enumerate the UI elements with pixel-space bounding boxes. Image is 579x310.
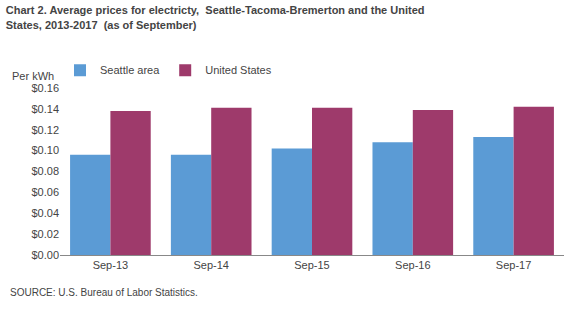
svg-text:Seattle area: Seattle area: [100, 64, 160, 76]
svg-text:Per kWh: Per kWh: [12, 70, 54, 82]
svg-text:$0.02: $0.02: [31, 228, 59, 240]
svg-text:$0.12: $0.12: [31, 124, 59, 136]
svg-text:Sep-13: Sep-13: [93, 259, 128, 271]
svg-text:Sep-15: Sep-15: [294, 259, 329, 271]
svg-text:$0.08: $0.08: [31, 165, 59, 177]
svg-text:United States: United States: [205, 64, 272, 76]
svg-text:Sep-17: Sep-17: [496, 259, 531, 271]
svg-text:$0.04: $0.04: [31, 207, 59, 219]
svg-text:SOURCE: U.S. Bureau of Labor S: SOURCE: U.S. Bureau of Labor Statistics.: [10, 287, 198, 298]
svg-text:Sep-14: Sep-14: [193, 259, 228, 271]
svg-text:$0.00: $0.00: [31, 249, 59, 261]
svg-text:$0.16: $0.16: [31, 82, 59, 94]
svg-text:$0.06: $0.06: [31, 186, 59, 198]
svg-text:$0.10: $0.10: [31, 144, 59, 156]
svg-text:$0.14: $0.14: [31, 103, 59, 115]
svg-text:Sep-16: Sep-16: [395, 259, 430, 271]
svg-text:Chart 2. Average prices for el: Chart 2. Average prices for electricty, …: [6, 4, 425, 30]
